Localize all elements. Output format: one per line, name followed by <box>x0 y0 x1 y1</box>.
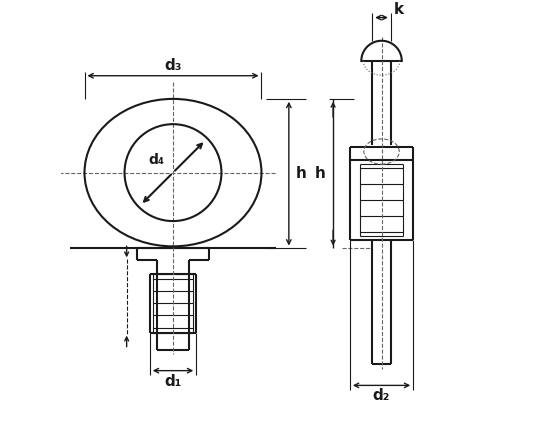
Text: d₁: d₁ <box>164 374 182 389</box>
Text: d₂: d₂ <box>373 388 390 403</box>
Text: d₄: d₄ <box>148 153 164 167</box>
Text: d₃: d₃ <box>164 58 182 73</box>
Text: k: k <box>393 3 404 17</box>
Text: h: h <box>296 166 307 181</box>
Text: h: h <box>315 166 326 181</box>
